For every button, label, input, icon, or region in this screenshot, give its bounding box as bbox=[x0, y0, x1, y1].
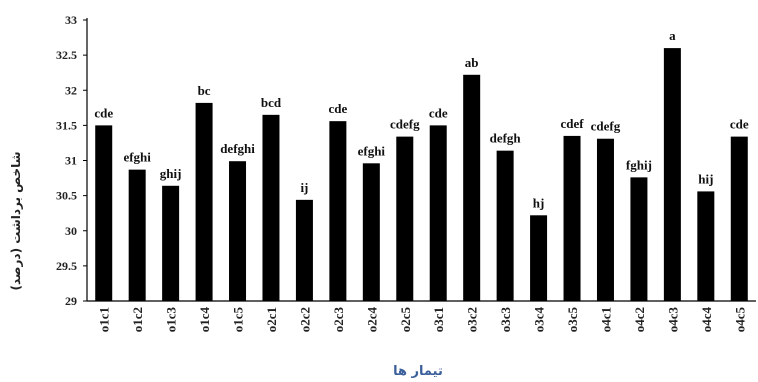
data-label-o2c4: efghi bbox=[358, 143, 386, 158]
data-label-o4c3: a bbox=[669, 28, 676, 43]
y-tick-label: 32 bbox=[65, 83, 77, 97]
y-tick-labels: 29 29.5 30 30.5 31 31.5 32 32.5 33 bbox=[56, 13, 77, 308]
bar-o4c5 bbox=[730, 136, 748, 301]
data-label-o3c5: cdef bbox=[560, 116, 584, 131]
x-tick-label: o4c1 bbox=[598, 307, 613, 332]
y-tick-label: 30 bbox=[65, 224, 77, 238]
bar-o2c3 bbox=[329, 121, 347, 301]
x-tick-label: o3c5 bbox=[565, 307, 580, 333]
bar-o3c4 bbox=[530, 215, 548, 301]
data-label-o3c3: defgh bbox=[490, 131, 522, 146]
y-tick-label: 31.5 bbox=[56, 118, 77, 132]
data-label-o4c1: cdefg bbox=[591, 119, 621, 134]
x-tick-label: o3c2 bbox=[465, 307, 480, 332]
y-axis-label: شاخص برداشت (درصد) bbox=[9, 152, 23, 291]
y-tick-label: 33 bbox=[65, 13, 77, 27]
x-tick-label: o2c5 bbox=[398, 307, 413, 333]
y-tick-label: 31 bbox=[65, 154, 77, 168]
x-tick-label: o3c4 bbox=[532, 307, 547, 333]
y-tick-label: 30.5 bbox=[56, 189, 77, 203]
bar-o3c1 bbox=[429, 125, 447, 301]
bar-o1c2 bbox=[128, 169, 146, 301]
y-tick-label: 29 bbox=[65, 294, 77, 308]
x-tick-label: o1c5 bbox=[231, 307, 246, 333]
x-tick-label: o4c2 bbox=[632, 307, 647, 332]
data-labels: cdeefghighijbcdefghibcdijcdeefghicdefgcd… bbox=[94, 28, 749, 210]
bar-o1c5 bbox=[229, 161, 247, 301]
x-tick-label: o3c3 bbox=[498, 307, 513, 333]
data-label-o1c1: cde bbox=[94, 105, 113, 120]
data-label-o3c1: cde bbox=[429, 105, 448, 120]
data-label-o4c5: cde bbox=[730, 117, 749, 132]
bar-o4c3 bbox=[663, 48, 681, 301]
data-label-o3c2: ab bbox=[465, 55, 479, 70]
chart-bars bbox=[95, 48, 748, 302]
bar-o3c3 bbox=[496, 150, 514, 301]
x-tick-label: o4c3 bbox=[665, 307, 680, 333]
x-tick-labels: o1c1 o1c2 o1c3 o1c4 o1c5 o2c1 o2c2 o2c3 o2c4 o2c5… bbox=[97, 307, 748, 333]
data-label-o1c2: efghi bbox=[123, 150, 151, 165]
data-label-o1c3: ghij bbox=[160, 166, 182, 181]
data-label-o2c1: bcd bbox=[261, 95, 282, 110]
x-tick-label: o1c3 bbox=[164, 307, 179, 333]
data-label-o1c4: bc bbox=[198, 83, 211, 98]
bar-o4c2 bbox=[630, 177, 648, 301]
data-label-o2c3: cde bbox=[328, 101, 347, 116]
data-label-o3c4: hj bbox=[533, 195, 545, 210]
data-label-o2c5: cdefg bbox=[390, 117, 420, 132]
y-tick-label: 29.5 bbox=[56, 259, 77, 273]
x-tick-label: o2c1 bbox=[264, 307, 279, 332]
bar-o1c1 bbox=[95, 125, 113, 301]
x-tick-label: o1c1 bbox=[97, 307, 112, 332]
x-tick-label: o1c2 bbox=[130, 307, 145, 332]
chart-axes bbox=[83, 18, 756, 302]
bar-o2c5 bbox=[396, 136, 414, 301]
x-tick-label: o2c2 bbox=[297, 307, 312, 332]
data-label-o4c2: fghij bbox=[626, 157, 652, 172]
x-tick-label: o2c3 bbox=[331, 307, 346, 333]
bar-o4c4 bbox=[697, 191, 715, 301]
data-label-o1c5: defghi bbox=[220, 141, 255, 156]
data-label-o4c4: hij bbox=[698, 171, 713, 186]
x-tick-label: o1c4 bbox=[197, 307, 212, 333]
bar-o1c4 bbox=[195, 102, 213, 302]
bar-o4c1 bbox=[596, 138, 614, 301]
y-tick-label: 32.5 bbox=[56, 48, 77, 62]
bar-o2c1 bbox=[262, 114, 280, 302]
x-tick-label: o4c4 bbox=[699, 307, 714, 333]
x-tick-label: o3c1 bbox=[431, 307, 446, 332]
bar-o1c3 bbox=[162, 185, 180, 301]
bar-o2c2 bbox=[295, 199, 313, 301]
x-axis-label: تیمار ها bbox=[393, 364, 443, 379]
data-label-o2c2: ij bbox=[300, 180, 308, 195]
bar-o3c2 bbox=[463, 74, 481, 301]
x-tick-label: o4c5 bbox=[732, 307, 747, 333]
bar-o2c4 bbox=[362, 163, 380, 301]
bar-o3c5 bbox=[563, 135, 581, 301]
x-tick-label: o2c4 bbox=[364, 307, 379, 333]
